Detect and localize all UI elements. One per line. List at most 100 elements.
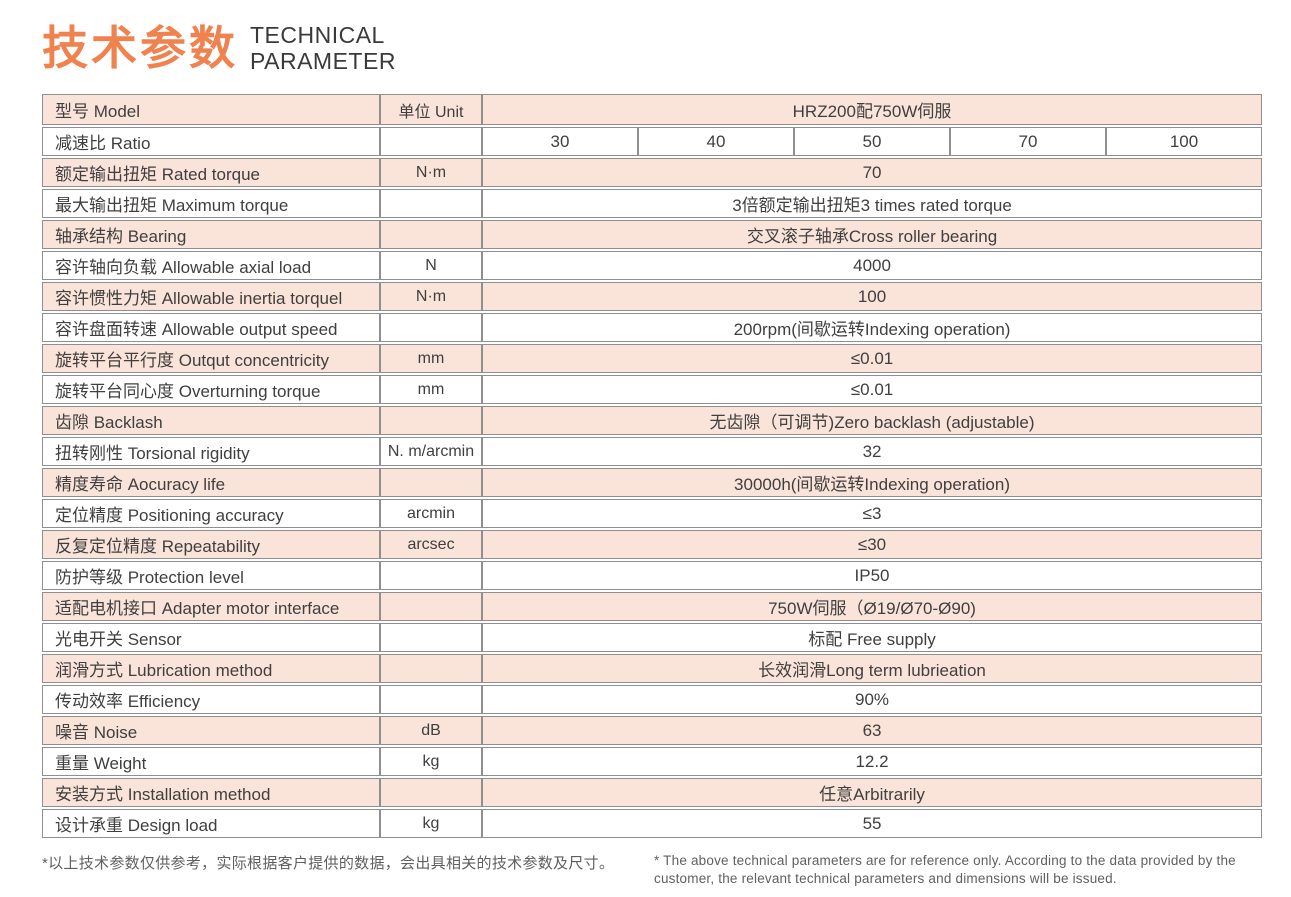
value-cell: 70 [482, 158, 1263, 187]
unit-cell [380, 220, 482, 249]
table-row: 防护等级 Protection level IP50 [42, 561, 1263, 590]
unit-cell [380, 468, 482, 497]
page-title-english-line2: PARAMETER [250, 48, 396, 74]
value-cell: 12.2 [482, 747, 1263, 776]
value-cell: 3倍额定输出扭矩3 times rated torque [482, 189, 1263, 218]
ratio-value-cell: 70 [950, 127, 1106, 156]
value-cell: 任意Arbitrarily [482, 778, 1263, 807]
footnotes: *以上技术参数仅供参考，实际根据客户提供的数据，会出具相关的技术参数及尺寸。 *… [42, 852, 1262, 888]
footnote-chinese: *以上技术参数仅供参考，实际根据客户提供的数据，会出具相关的技术参数及尺寸。 [42, 855, 615, 872]
table-row: 传动效率 Efficiency 90% [42, 685, 1263, 714]
unit-cell [380, 592, 482, 621]
param-label-cell: 精度寿命 Aocuracy life [42, 468, 380, 497]
param-table-body: 型号 Model 单位 Unit HRZ200配750W伺服 减速比 Ratio 30 4… [42, 94, 1263, 838]
table-row: 旋转平台同心度 Overturning torque mm ≤0.01 [42, 375, 1263, 404]
param-label-cell: 扭转刚性 Torsional rigidity [42, 437, 380, 466]
value-cell: 长效润滑Long term lubrieation [482, 654, 1263, 683]
table-row: 定位精度 Positioning accuracy arcmin ≤3 [42, 499, 1263, 528]
value-cell: 100 [482, 282, 1263, 311]
unit-cell [380, 189, 482, 218]
value-cell: 63 [482, 716, 1263, 745]
table-row: 扭转刚性 Torsional rigidity N. m/arcmin 32 [42, 437, 1263, 466]
unit-cell [380, 623, 482, 652]
table-row: 光电开关 Sensor 标配 Free supply [42, 623, 1263, 652]
value-cell: ≤30 [482, 530, 1263, 559]
ratio-value-cell: 40 [638, 127, 794, 156]
unit-cell: mm [380, 375, 482, 404]
unit-cell: N·m [380, 158, 482, 187]
table-row: 旋转平台平行度 Outqut concentricity mm ≤0.01 [42, 344, 1263, 373]
value-cell: 4000 [482, 251, 1263, 280]
unit-cell: kg [380, 809, 482, 838]
table-row: 噪音 Noise dB 63 [42, 716, 1263, 745]
page-title-english-line1: TECHNICAL [250, 21, 385, 48]
ratio-value-cell: 50 [794, 127, 950, 156]
unit-cell [380, 685, 482, 714]
param-label-cell: 额定输出扭矩 Rated torque [42, 158, 380, 187]
table-row: 设计承重 Design load kg 55 [42, 809, 1263, 838]
ratio-value-cell: 100 [1106, 127, 1263, 156]
param-label-cell: 噪音 Noise [42, 716, 380, 745]
value-cell: HRZ200配750W伺服 [482, 94, 1263, 125]
param-label-cell: 防护等级 Protection level [42, 561, 380, 590]
technical-parameter-table: 型号 Model 单位 Unit HRZ200配750W伺服 减速比 Ratio 30 4… [42, 92, 1263, 840]
param-label-cell: 传动效率 Efficiency [42, 685, 380, 714]
param-label-cell: 反复定位精度 Repeatability [42, 530, 380, 559]
unit-cell [380, 406, 482, 435]
value-cell: 32 [482, 437, 1263, 466]
unit-cell: arcsec [380, 530, 482, 559]
unit-cell: kg [380, 747, 482, 776]
table-row: 最大输出扭矩 Maximum torque 3倍额定输出扭矩3 times rat… [42, 189, 1263, 218]
unit-cell [380, 313, 482, 342]
table-row: 适配电机接口 Adapter motor interface 750W伺服（Ø19… [42, 592, 1263, 621]
unit-cell [380, 778, 482, 807]
value-cell: 55 [482, 809, 1263, 838]
value-cell: 90% [482, 685, 1263, 714]
table-row: 容许惯性力矩 Allowable inertia torquel N·m 100 [42, 282, 1263, 311]
page-title: 技术参数 TECHNICAL PARAMETER [42, 12, 1262, 84]
value-cell: 无齿隙（可调节)Zero backlash (adjustable) [482, 406, 1263, 435]
table-row: 重量 Weight kg 12.2 [42, 747, 1263, 776]
table-row: 型号 Model 单位 Unit HRZ200配750W伺服 [42, 94, 1263, 125]
table-row: 减速比 Ratio 30 40 50 70 100 [42, 127, 1263, 156]
value-cell: ≤0.01 [482, 344, 1263, 373]
unit-cell: dB [380, 716, 482, 745]
table-row: 安装方式 Installation method 任意Arbitrarily [42, 778, 1263, 807]
value-cell: 30000h(间歇运转Indexing operation) [482, 468, 1263, 497]
page-title-chinese: 技术参数 [42, 22, 238, 74]
param-label-cell: 润滑方式 Lubrication method [42, 654, 380, 683]
unit-cell: 单位 Unit [380, 94, 482, 125]
param-label-cell: 减速比 Ratio [42, 127, 380, 156]
param-label-cell: 轴承结构 Bearing [42, 220, 380, 249]
unit-cell: mm [380, 344, 482, 373]
param-label-cell: 设计承重 Design load [42, 809, 380, 838]
param-label-cell: 容许盘面转速 Allowable output speed [42, 313, 380, 342]
table-row: 润滑方式 Lubrication method 长效润滑Long term lub… [42, 654, 1263, 683]
table-row: 容许盘面转速 Allowable output speed 200rpm(间歇运转… [42, 313, 1263, 342]
value-cell: 交叉滚子轴承Cross roller bearing [482, 220, 1263, 249]
unit-cell: N·m [380, 282, 482, 311]
table-row: 轴承结构 Bearing 交叉滚子轴承Cross roller bearing [42, 220, 1263, 249]
param-label-cell: 重量 Weight [42, 747, 380, 776]
unit-cell: N [380, 251, 482, 280]
ratio-value-cell: 30 [482, 127, 638, 156]
param-label-cell: 旋转平台平行度 Outqut concentricity [42, 344, 380, 373]
value-cell: IP50 [482, 561, 1263, 590]
param-label-cell: 齿隙 Backlash [42, 406, 380, 435]
unit-cell: N. m/arcmin [380, 437, 482, 466]
unit-cell [380, 127, 482, 156]
param-label-cell: 光电开关 Sensor [42, 623, 380, 652]
unit-cell [380, 654, 482, 683]
page-title-english: TECHNICAL PARAMETER [250, 22, 396, 75]
table-row: 齿隙 Backlash 无齿隙（可调节)Zero backlash (adjust… [42, 406, 1263, 435]
value-cell: 750W伺服（Ø19/Ø70-Ø90) [482, 592, 1263, 621]
value-cell: ≤0.01 [482, 375, 1263, 404]
value-cell: ≤3 [482, 499, 1263, 528]
value-cell: 200rpm(间歇运转Indexing operation) [482, 313, 1263, 342]
param-label-cell: 最大输出扭矩 Maximum torque [42, 189, 380, 218]
param-label-cell: 定位精度 Positioning accuracy [42, 499, 380, 528]
footnote-english: * The above technical parameters are for… [654, 853, 1236, 887]
param-label-cell: 容许轴向负载 Allowable axial load [42, 251, 380, 280]
param-label-cell: 型号 Model [42, 94, 380, 125]
